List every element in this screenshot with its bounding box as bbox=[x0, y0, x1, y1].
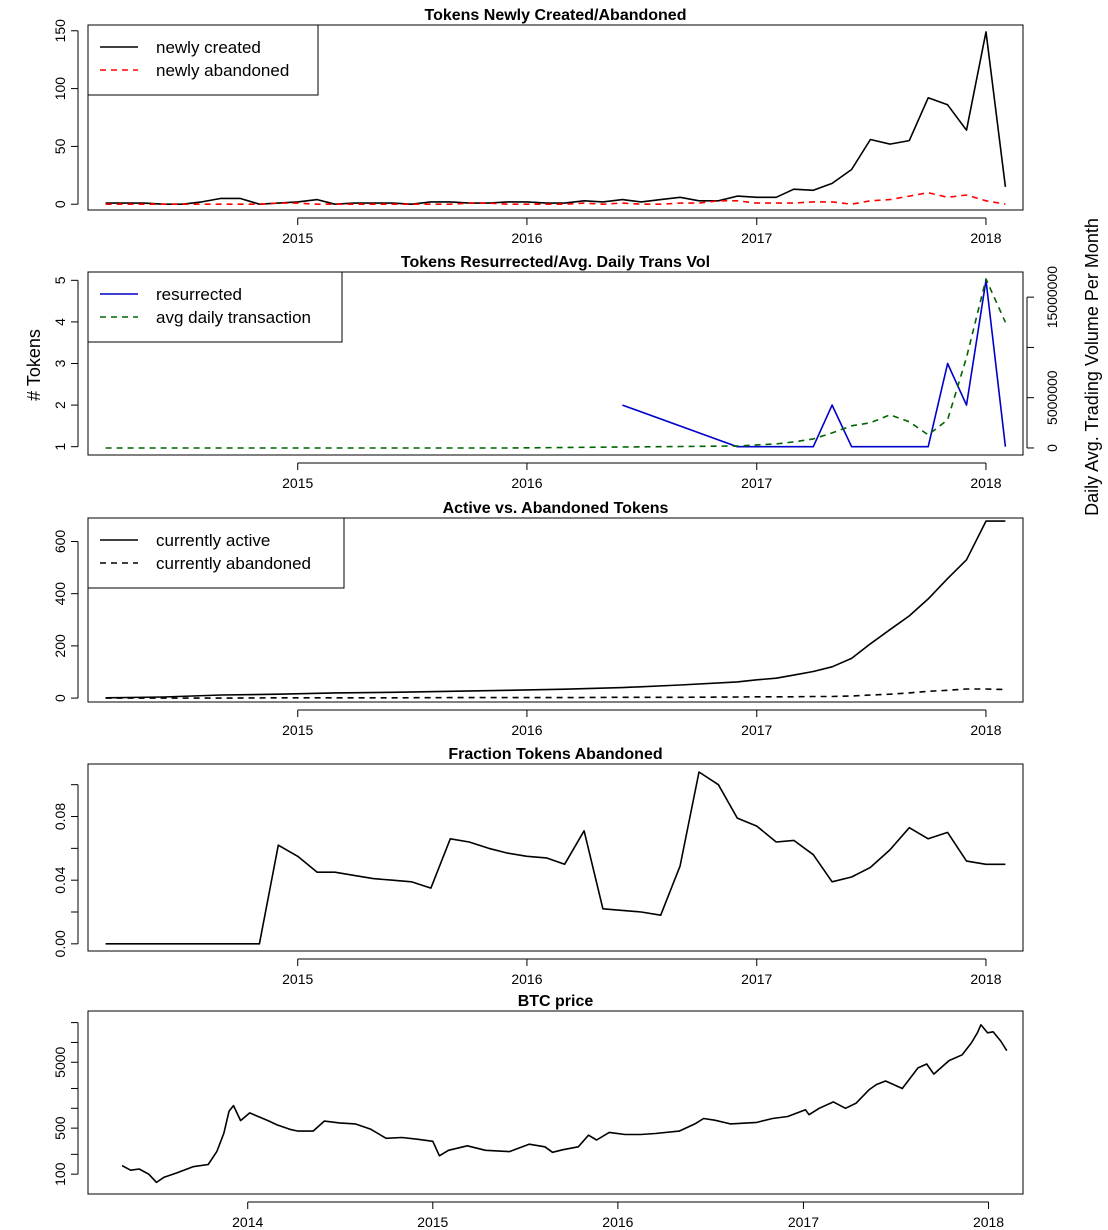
x-tick-label: 2015 bbox=[282, 971, 313, 987]
right-y-axis-label: Daily Avg. Trading Volume Per Month bbox=[1082, 218, 1102, 516]
plot-frame bbox=[87, 271, 1024, 456]
y-tick-label: 3 bbox=[52, 359, 68, 367]
plot-frame bbox=[87, 517, 1024, 703]
y-tick-label: 100 bbox=[52, 77, 68, 101]
legend-box bbox=[87, 24, 319, 96]
y-tick-label: 400 bbox=[52, 582, 68, 606]
legend-label: currently abandoned bbox=[156, 554, 311, 573]
chart-title: Fraction Tokens Abandoned bbox=[448, 746, 662, 763]
x-tick-label: 2016 bbox=[511, 722, 542, 738]
y-tick-label: 200 bbox=[52, 634, 68, 658]
series-line bbox=[622, 279, 1007, 448]
y-tick-label: 150 bbox=[52, 19, 68, 43]
chart-panel: BTC price 2014 2015 2016 2017 2018 100 500 5000 bbox=[52, 993, 1024, 1230]
y-tick-label: 5000 bbox=[52, 1046, 68, 1077]
x-tick-label: 2017 bbox=[788, 1214, 819, 1230]
x-tick-label: 2016 bbox=[602, 1214, 633, 1230]
legend-label: avg daily transaction bbox=[156, 308, 311, 327]
legend-label: newly abandoned bbox=[156, 61, 289, 80]
chart-panel: Tokens Newly Created/Abandoned 2015 2016 20… bbox=[52, 7, 1024, 246]
series-line bbox=[121, 1024, 1008, 1184]
y-tick-label: 0.04 bbox=[52, 866, 68, 893]
plot-frame bbox=[87, 24, 1024, 211]
left-y-axis-label: # Tokens bbox=[24, 329, 44, 401]
legend-label: currently active bbox=[156, 531, 270, 550]
series-line bbox=[105, 191, 1006, 205]
y-tick-label: 2 bbox=[52, 401, 68, 409]
y-tick-label: 100 bbox=[52, 1162, 68, 1186]
series-line bbox=[105, 771, 1006, 945]
chart-panel: Tokens Resurrected/Avg. Daily Trans Vol 2… bbox=[52, 254, 1060, 491]
x-tick-label: 2016 bbox=[511, 971, 542, 987]
x-tick-label: 2017 bbox=[741, 475, 772, 491]
legend-label: newly created bbox=[156, 38, 261, 57]
y-tick-label: 500 bbox=[52, 1116, 68, 1140]
x-tick-label: 2017 bbox=[741, 971, 772, 987]
x-tick-label: 2015 bbox=[282, 230, 313, 246]
y2-tick-label: 0 bbox=[1044, 444, 1060, 452]
x-tick-label: 2018 bbox=[970, 971, 1001, 987]
legend-box bbox=[87, 271, 343, 343]
x-tick-label: 2018 bbox=[970, 230, 1001, 246]
chart-title: Tokens Resurrected/Avg. Daily Trans Vol bbox=[401, 254, 710, 271]
x-tick-label: 2016 bbox=[511, 230, 542, 246]
x-tick-label: 2018 bbox=[970, 722, 1001, 738]
x-tick-label: 2018 bbox=[973, 1214, 1004, 1230]
legend-label: resurrected bbox=[156, 285, 242, 304]
y-tick-label: 0 bbox=[52, 694, 68, 702]
y2-tick-label: 15000000 bbox=[1044, 266, 1060, 329]
y-tick-label: 0 bbox=[52, 200, 68, 208]
legend-box bbox=[87, 517, 345, 589]
x-tick-label: 2015 bbox=[282, 475, 313, 491]
series-line bbox=[105, 688, 1006, 699]
x-tick-label: 2014 bbox=[232, 1214, 263, 1230]
chart-title: Tokens Newly Created/Abandoned bbox=[425, 7, 687, 24]
chart-panel: Active vs. Abandoned Tokens 2015 2016 2017 2… bbox=[52, 500, 1024, 738]
plot-frame bbox=[87, 1010, 1024, 1195]
x-tick-label: 2018 bbox=[970, 475, 1001, 491]
x-tick-label: 2017 bbox=[741, 722, 772, 738]
chart-panel: Fraction Tokens Abandoned 2015 2016 2017 201… bbox=[52, 746, 1024, 987]
x-tick-label: 2015 bbox=[417, 1214, 448, 1230]
y2-tick-label: 5000000 bbox=[1044, 370, 1060, 425]
series-line bbox=[105, 520, 1006, 699]
y-tick-label: 4 bbox=[52, 318, 68, 326]
chart-title: Active vs. Abandoned Tokens bbox=[443, 500, 669, 517]
y-tick-label: 50 bbox=[52, 138, 68, 154]
chart-title: BTC price bbox=[518, 993, 594, 1010]
y-tick-label: 600 bbox=[52, 530, 68, 554]
plot-frame bbox=[87, 763, 1024, 952]
y-tick-label: 0.08 bbox=[52, 803, 68, 830]
series-line bbox=[105, 31, 1007, 205]
x-tick-label: 2015 bbox=[282, 722, 313, 738]
x-tick-label: 2016 bbox=[511, 475, 542, 491]
y-tick-label: 1 bbox=[52, 443, 68, 451]
y-tick-label: 5 bbox=[52, 276, 68, 284]
x-tick-label: 2017 bbox=[741, 230, 772, 246]
series-line bbox=[105, 278, 1007, 449]
y-tick-label: 0.00 bbox=[52, 930, 68, 957]
